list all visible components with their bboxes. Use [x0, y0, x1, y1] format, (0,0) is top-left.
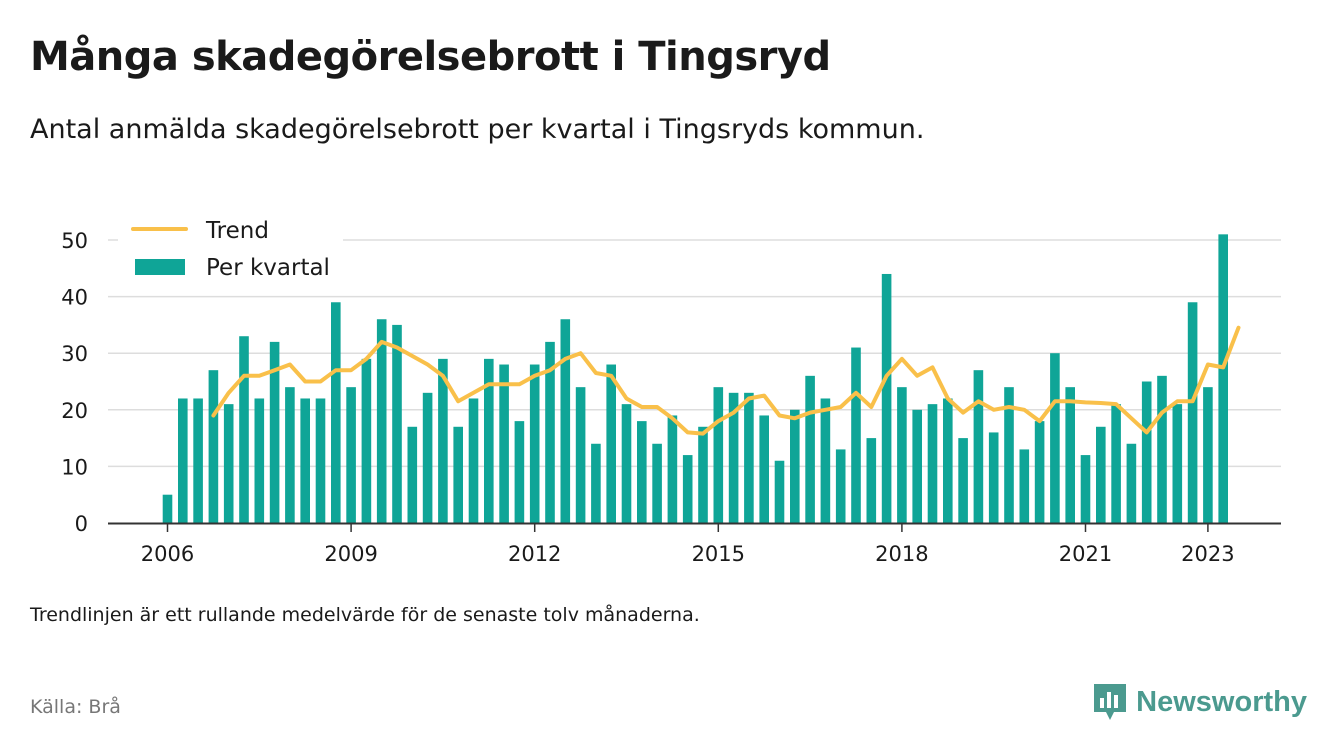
- bar: [973, 370, 984, 523]
- bar: [346, 387, 356, 523]
- bar: [637, 421, 647, 523]
- y-tick-label: 30: [61, 342, 88, 366]
- bar: [162, 494, 173, 523]
- bar: [315, 398, 326, 523]
- bar: [652, 443, 662, 523]
- bar: [514, 421, 525, 523]
- bar: [407, 426, 418, 523]
- bar: [178, 398, 188, 523]
- bar: [927, 404, 938, 523]
- bar: [820, 398, 831, 523]
- bar: [943, 398, 953, 523]
- x-tick-label: 2015: [692, 542, 745, 566]
- bar: [1172, 404, 1183, 523]
- bar: [667, 415, 678, 523]
- bar: [1187, 302, 1198, 523]
- y-tick-label: 20: [61, 399, 88, 423]
- x-tick-label: 2009: [324, 542, 377, 566]
- bar: [499, 364, 509, 523]
- bar: [1004, 387, 1014, 523]
- x-axis-labels: 2006 2009 2012 2015 2018 2021 2023: [141, 523, 1235, 566]
- y-tick-label: 50: [61, 229, 88, 253]
- brand-name: Newsworthy: [1136, 685, 1307, 718]
- y-tick-label: 40: [61, 286, 88, 310]
- x-tick-label: 2023: [1181, 542, 1234, 566]
- bar: [866, 438, 877, 523]
- bar: [575, 387, 586, 523]
- x-tick-label: 2006: [141, 542, 194, 566]
- bar: [790, 409, 800, 523]
- bar: [606, 364, 616, 523]
- bar: [1111, 404, 1121, 523]
- bar: [392, 324, 402, 523]
- bar: [438, 358, 448, 523]
- bar: [988, 432, 999, 523]
- bar: [759, 415, 769, 523]
- bar: [376, 319, 387, 523]
- bar: [193, 398, 203, 523]
- bar: [591, 443, 601, 523]
- y-tick-label: 10: [61, 455, 88, 479]
- chart-title: Många skadegörelsebrott i Tingsryd: [30, 34, 831, 80]
- bar: [1096, 426, 1106, 523]
- trend-note: Trendlinjen är ett rullande medelvärde f…: [30, 604, 700, 626]
- y-axis-labels: 0 10 20 30 40 50: [61, 229, 88, 536]
- legend: Trend Per kvartal: [118, 210, 343, 288]
- bar: [468, 398, 479, 523]
- bar: [1203, 387, 1213, 523]
- x-tick-label: 2012: [508, 542, 561, 566]
- bar: [285, 387, 295, 523]
- bar: [851, 347, 861, 523]
- bar: [774, 460, 785, 523]
- bar-series: [162, 234, 1228, 523]
- bar: [1019, 449, 1030, 523]
- bar: [698, 426, 708, 523]
- brand-logo: Newsworthy: [1092, 682, 1307, 722]
- bar: [300, 398, 310, 523]
- bar: [1080, 455, 1091, 523]
- bar: [713, 387, 724, 523]
- bar: [682, 455, 693, 523]
- legend-bar-label: Per kvartal: [206, 255, 330, 281]
- bar: [621, 404, 632, 523]
- x-tick-label: 2021: [1059, 542, 1112, 566]
- bar: [728, 392, 739, 523]
- bar: [453, 426, 463, 523]
- source-text: Källa: Brå: [30, 696, 121, 718]
- bar: [1034, 421, 1045, 523]
- y-tick-label: 0: [75, 512, 88, 536]
- bar: [484, 358, 494, 523]
- x-tick-label: 2018: [875, 542, 928, 566]
- legend-bar-swatch: [135, 259, 185, 275]
- bar: [223, 404, 234, 523]
- bar: [545, 341, 555, 523]
- bar: [958, 438, 968, 523]
- bar: [254, 398, 265, 523]
- bar: [1218, 234, 1228, 523]
- bar: [912, 409, 922, 523]
- bar: [361, 358, 372, 523]
- bar: [560, 319, 571, 523]
- bar: [744, 392, 754, 523]
- trend-line: [211, 325, 1241, 436]
- bar: [1126, 443, 1137, 523]
- legend-trend-label: Trend: [205, 218, 269, 244]
- bar: [269, 341, 280, 523]
- bar: [331, 302, 341, 523]
- bar: [1157, 375, 1167, 523]
- bar: [897, 387, 907, 523]
- bar: [422, 392, 433, 523]
- chart-subtitle: Antal anmälda skadegörelsebrott per kvar…: [30, 114, 925, 145]
- bar: [881, 273, 892, 523]
- bar: [239, 336, 249, 523]
- bar: [529, 364, 540, 523]
- bar: [208, 370, 219, 523]
- bar: [835, 449, 846, 523]
- bar: [1141, 381, 1152, 523]
- chart-area: 0 10 20 30 40 50 2006 2009 2012 2015 2018 2021 2023…: [61, 210, 1281, 566]
- bar: [805, 375, 815, 523]
- newsworthy-chart-logo-icon: [1094, 684, 1127, 720]
- bar: [1050, 353, 1060, 523]
- bar: [1065, 387, 1075, 523]
